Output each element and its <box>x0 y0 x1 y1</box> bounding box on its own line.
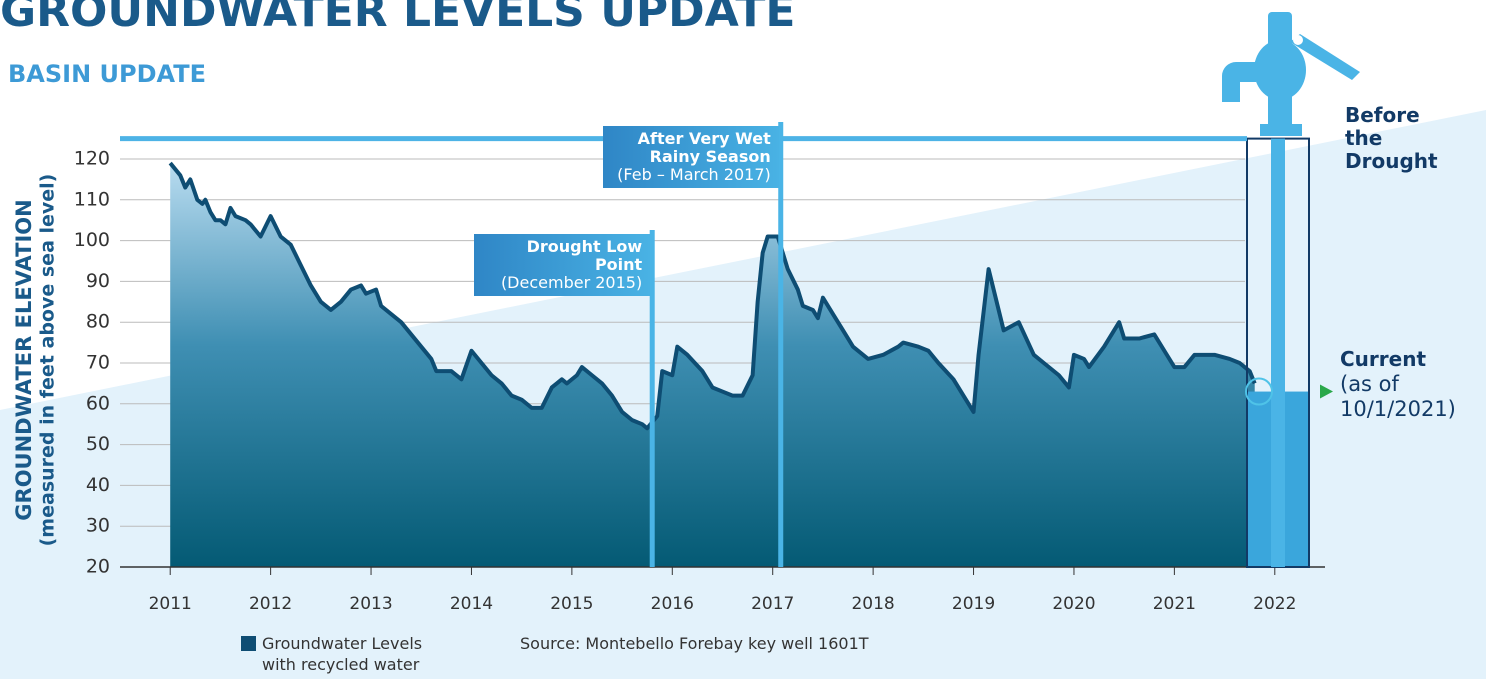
page-title: GROUNDWATER LEVELS UPDATE <box>0 0 795 37</box>
marker-subtitle: (Feb – March 2017) <box>617 165 771 184</box>
page: GROUNDWATER LEVELS UPDATE BASIN UPDATE G… <box>0 0 1486 679</box>
y-axis-sublabel: (measured in feet above sea level) <box>37 174 59 547</box>
y-tick-label: 100 <box>74 229 110 251</box>
source: Source: Montebello Forebay key well 1601… <box>520 634 869 653</box>
x-tick-label: 2016 <box>651 594 694 614</box>
ref-label: Before the Drought <box>1345 104 1455 173</box>
ref-label: Current <box>1340 347 1426 371</box>
marker-box: Drought Low Point(December 2015) <box>474 234 650 296</box>
marker-box: After Very Wet Rainy Season(Feb – March … <box>603 126 779 188</box>
pump <box>1222 12 1360 136</box>
y-axis-label: GROUNDWATER ELEVATION <box>12 199 36 520</box>
x-tick-label: 2020 <box>1052 594 1095 614</box>
legend-label: Groundwater Levels with recycled water <box>262 633 442 675</box>
y-tick-label: 120 <box>74 148 110 170</box>
x-tick-label: 2011 <box>149 594 192 614</box>
y-tick-label: 40 <box>86 474 110 496</box>
y-tick-label: 70 <box>86 352 110 374</box>
x-tick-label: 2018 <box>851 594 894 614</box>
x-tick-label: 2017 <box>751 594 794 614</box>
y-tick-label: 90 <box>86 270 110 292</box>
x-tick-label: 2014 <box>450 594 493 614</box>
pipe <box>1271 139 1285 567</box>
y-tick-label: 110 <box>74 188 110 210</box>
x-tick-label: 2012 <box>249 594 292 614</box>
x-tick-label: 2022 <box>1253 594 1296 614</box>
y-tick-label: 30 <box>86 515 110 537</box>
x-tick-label: 2021 <box>1153 594 1196 614</box>
y-tick-label: 50 <box>86 433 110 455</box>
ref-sublabel: (as of 10/1/2021) <box>1340 372 1480 422</box>
y-tick-label: 20 <box>86 556 110 578</box>
x-tick-label: 2013 <box>349 594 392 614</box>
page-subtitle: BASIN UPDATE <box>8 60 206 88</box>
marker-subtitle: (December 2015) <box>501 273 642 292</box>
legend-swatch <box>241 636 256 651</box>
marker-title: Drought Low Point <box>478 238 642 274</box>
marker-title: After Very Wet Rainy Season <box>607 130 771 166</box>
y-tick-label: 80 <box>86 311 110 333</box>
x-tick-label: 2015 <box>550 594 593 614</box>
y-tick-label: 60 <box>86 392 110 414</box>
chart: GROUNDWATER LEVELS UPDATE BASIN UPDATE G… <box>0 0 1486 679</box>
x-tick-label: 2019 <box>952 594 995 614</box>
